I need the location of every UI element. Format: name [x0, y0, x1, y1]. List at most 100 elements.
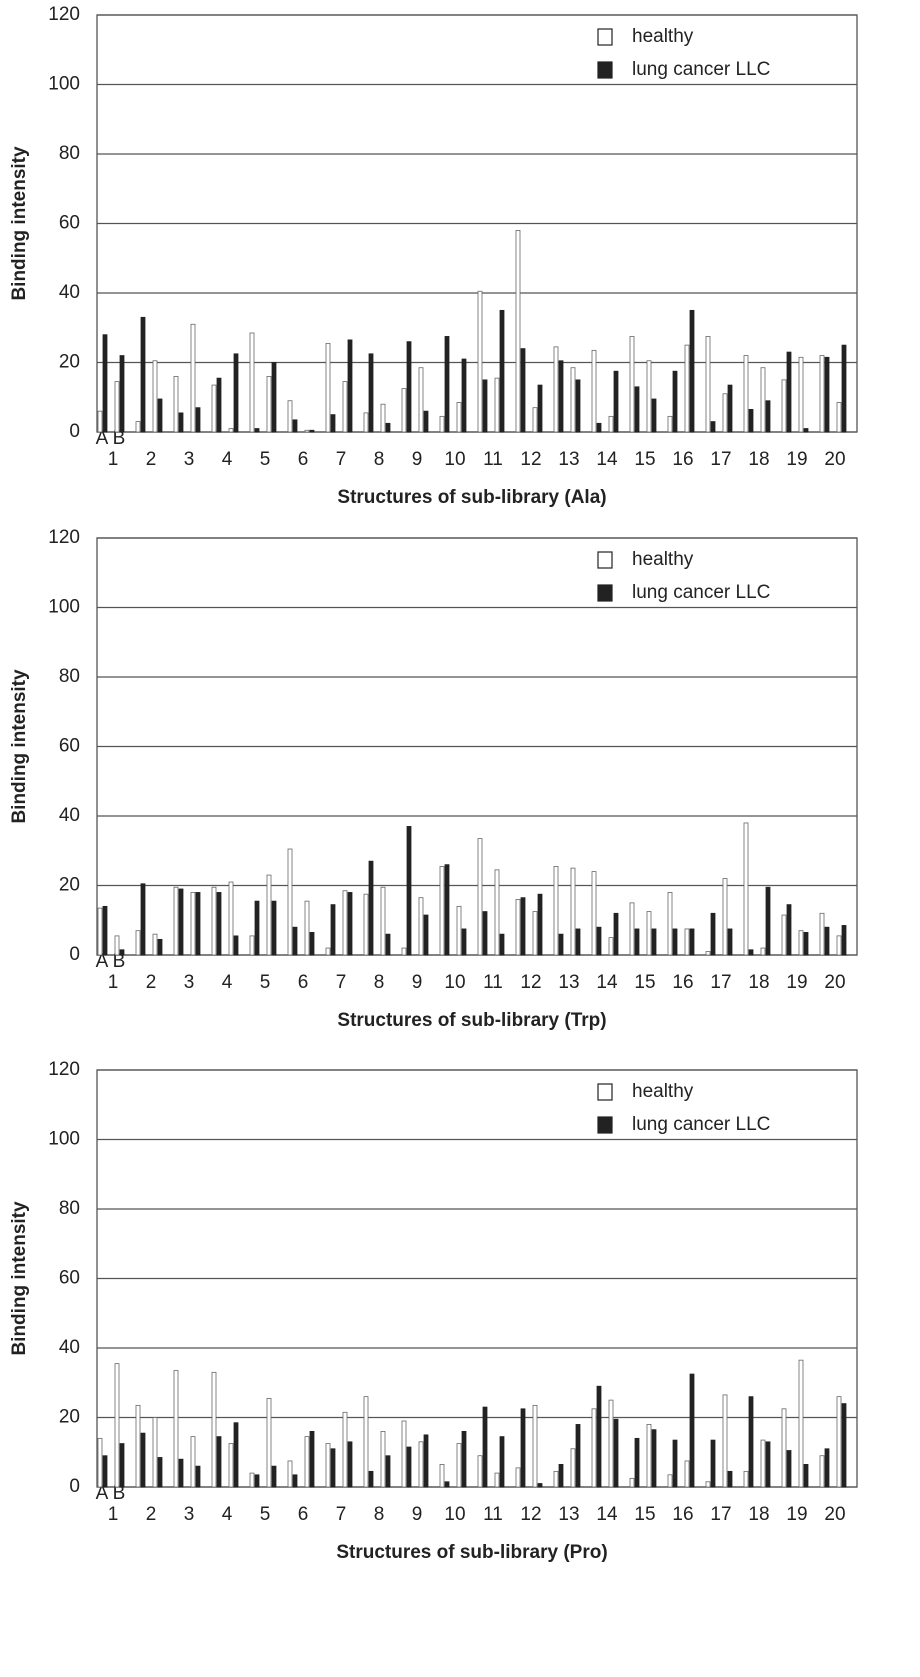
y-tick-label: 120 — [48, 4, 80, 25]
bar — [689, 928, 695, 956]
legend-label: healthy — [632, 549, 694, 570]
bar — [401, 388, 407, 433]
bar — [102, 334, 108, 433]
bar — [819, 355, 825, 433]
legend-label: healthy — [632, 1081, 694, 1102]
bar — [710, 421, 716, 433]
bar — [722, 1394, 728, 1488]
plot-frame — [96, 14, 858, 433]
bar — [304, 900, 310, 956]
bar — [591, 349, 597, 433]
legend-swatch — [597, 551, 613, 569]
bar — [494, 1472, 500, 1488]
bar — [292, 1474, 298, 1488]
bar — [309, 1431, 315, 1488]
bar — [841, 925, 847, 956]
bar — [477, 290, 483, 433]
bar — [190, 892, 196, 956]
y-tick-label: 0 — [69, 421, 80, 442]
subgroup-label: B — [113, 428, 126, 449]
y-tick-label: 60 — [59, 736, 80, 757]
x-tick-label: 2 — [146, 972, 157, 993]
legend-swatch — [597, 1116, 613, 1134]
bar — [646, 360, 652, 433]
bar — [515, 899, 521, 956]
bar — [515, 1467, 521, 1488]
bar — [325, 342, 331, 433]
legend-swatch — [597, 61, 613, 79]
y-tick-label: 40 — [59, 1337, 80, 1358]
x-tick-label: 6 — [298, 449, 309, 470]
bar — [347, 1441, 353, 1488]
bar — [330, 1448, 336, 1488]
bar — [558, 360, 564, 433]
x-tick-label: 17 — [710, 449, 731, 470]
bar — [836, 402, 842, 433]
x-tick-label: 9 — [412, 1504, 423, 1525]
bar — [722, 878, 728, 956]
bar — [520, 897, 526, 956]
bar — [558, 1464, 564, 1488]
bar — [553, 865, 559, 956]
bar — [575, 379, 581, 433]
x-tick-label: 7 — [336, 972, 347, 993]
bar — [575, 928, 581, 956]
bar — [195, 892, 201, 956]
bar — [309, 932, 315, 956]
x-axis-title: Structures of sub-library (Trp) — [337, 1010, 606, 1031]
bar — [748, 1396, 754, 1488]
bar — [211, 886, 217, 956]
bar — [368, 860, 374, 956]
bar — [271, 1465, 277, 1488]
bar — [173, 375, 179, 433]
bar — [461, 358, 467, 433]
bar — [254, 1474, 260, 1488]
bar — [570, 367, 576, 433]
legend-label: lung cancer LLC — [632, 1114, 770, 1135]
x-tick-label: 9 — [412, 972, 423, 993]
y-tick-label: 40 — [59, 805, 80, 826]
x-tick-label: 11 — [483, 1504, 503, 1525]
x-tick-label: 4 — [222, 972, 233, 993]
legend-label: healthy — [632, 26, 694, 47]
x-tick-label: 18 — [748, 449, 769, 470]
legend-label: lung cancer LLC — [632, 582, 770, 603]
bar — [558, 933, 564, 956]
bar — [765, 1441, 771, 1488]
x-tick-label: 7 — [336, 449, 347, 470]
y-tick-label: 80 — [59, 1198, 80, 1219]
bar — [423, 914, 429, 956]
plot-frame — [96, 537, 858, 956]
y-tick-label: 60 — [59, 213, 80, 234]
bar — [798, 1359, 804, 1488]
bar — [114, 381, 120, 433]
x-tick-label: 5 — [260, 449, 271, 470]
x-tick-label: 6 — [298, 972, 309, 993]
bar — [819, 912, 825, 956]
x-tick-label: 13 — [558, 972, 579, 993]
x-tick-label: 15 — [634, 1504, 655, 1525]
y-tick-label: 100 — [48, 74, 80, 95]
y-tick-label: 60 — [59, 1268, 80, 1289]
bar — [271, 900, 277, 956]
bar — [287, 848, 293, 956]
bar — [499, 1436, 505, 1488]
y-axis-title: Binding intensity — [9, 669, 30, 824]
x-tick-label: 11 — [483, 972, 503, 993]
bar — [836, 1396, 842, 1488]
bar — [608, 1399, 614, 1488]
x-tick-label: 12 — [520, 972, 541, 993]
bar — [553, 1470, 559, 1488]
bar — [781, 914, 787, 956]
bar — [418, 1441, 424, 1488]
bar — [482, 1406, 488, 1488]
bar — [824, 926, 830, 956]
bar — [634, 928, 640, 956]
bar — [347, 892, 353, 956]
x-tick-label: 18 — [748, 1504, 769, 1525]
bar — [152, 360, 158, 433]
bar — [157, 398, 163, 433]
x-tick-label: 20 — [824, 972, 845, 993]
bar — [342, 890, 348, 956]
bar — [570, 1448, 576, 1488]
